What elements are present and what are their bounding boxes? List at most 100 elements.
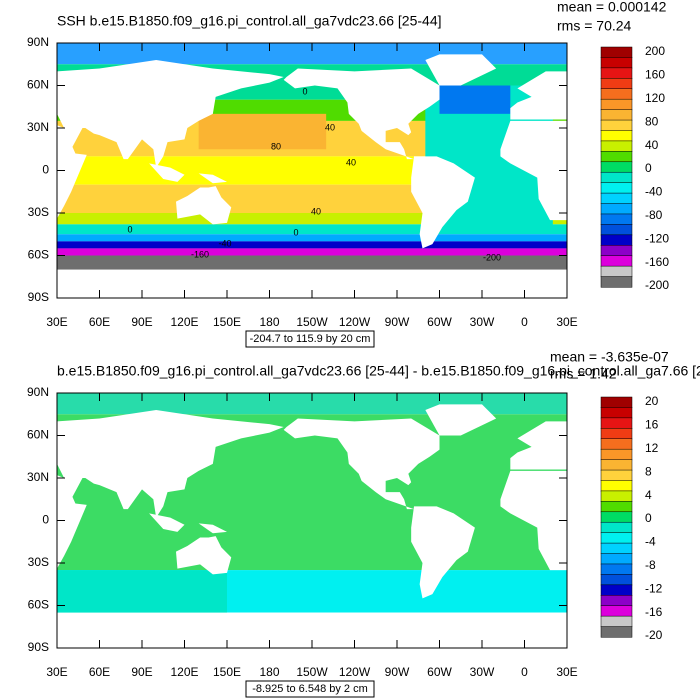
colorbar-box bbox=[600, 574, 633, 586]
mean-stat: mean = -3.635e-07 bbox=[550, 349, 669, 365]
lat-label: 90S bbox=[28, 290, 49, 304]
contour-label: 40 bbox=[325, 122, 335, 132]
lat-label: 90N bbox=[27, 385, 49, 399]
colorbar-label: -4 bbox=[645, 535, 656, 549]
colorbar-label: -40 bbox=[645, 185, 663, 199]
lat-label: 60S bbox=[28, 598, 49, 612]
lat-label: 0 bbox=[42, 163, 49, 177]
land bbox=[198, 173, 227, 184]
colorbar-box bbox=[600, 553, 633, 565]
land bbox=[283, 68, 440, 160]
colorbar-label: -200 bbox=[645, 278, 669, 292]
colorbar-box bbox=[600, 98, 633, 111]
lon-label: 150W bbox=[296, 665, 328, 679]
colorbar-box bbox=[600, 140, 633, 152]
colorbar-box bbox=[600, 459, 633, 471]
ocean-band bbox=[57, 234, 567, 242]
ocean-band bbox=[57, 213, 567, 225]
colorbar-label: 80 bbox=[645, 114, 659, 128]
colorbar-label: -8 bbox=[645, 558, 656, 572]
colorbar-box bbox=[600, 396, 633, 408]
ocean-band bbox=[57, 224, 567, 235]
lat-label: 60S bbox=[28, 248, 49, 262]
colorbar-label: 0 bbox=[645, 511, 652, 525]
land bbox=[198, 523, 227, 534]
colorbar-box bbox=[600, 78, 633, 90]
range-box bbox=[245, 330, 375, 348]
contour-label: 40 bbox=[311, 206, 321, 216]
land bbox=[176, 536, 232, 575]
lon-label: 30E bbox=[46, 315, 67, 329]
lon-label: 90W bbox=[385, 315, 410, 329]
land bbox=[411, 156, 475, 249]
colorbar-box bbox=[600, 605, 633, 617]
land bbox=[149, 513, 185, 532]
colorbar-box bbox=[600, 511, 633, 523]
lon-label: 60W bbox=[427, 315, 452, 329]
land bbox=[500, 120, 567, 221]
land bbox=[57, 125, 87, 219]
contour-label: 80 bbox=[271, 141, 281, 151]
colorbar-box bbox=[600, 182, 633, 194]
colorbar-box bbox=[600, 151, 633, 163]
lon-label: 120W bbox=[339, 665, 371, 679]
mean-stat: mean = 0.000142 bbox=[557, 0, 667, 15]
land bbox=[283, 418, 440, 510]
colorbar-box bbox=[600, 245, 633, 257]
colorbar-label: -12 bbox=[645, 581, 663, 595]
rms-stat: rms = 1.42 bbox=[550, 366, 617, 382]
colorbar-box bbox=[600, 224, 633, 236]
land bbox=[57, 475, 87, 569]
lat-label: 30N bbox=[27, 470, 49, 484]
lon-label: 150E bbox=[213, 315, 241, 329]
colorbar-box bbox=[600, 265, 633, 278]
ocean-patch bbox=[57, 570, 227, 613]
plot-title: SSH b.e15.B1850.f09_g16.pi_control.all_g… bbox=[57, 13, 442, 29]
contour-label: -160 bbox=[191, 249, 209, 259]
lon-label: 30E bbox=[556, 665, 577, 679]
ocean-band bbox=[57, 255, 567, 270]
lat-label: 60N bbox=[27, 78, 49, 92]
colorbar-label: -160 bbox=[645, 255, 669, 269]
contour-label: 0 bbox=[127, 224, 132, 234]
plot-title: b.e15.B1850.f09_g16.pi_control.all_ga7vd… bbox=[57, 363, 700, 379]
lon-label: 60E bbox=[89, 665, 110, 679]
colorbar-label: -80 bbox=[645, 208, 663, 222]
colorbar-label: 8 bbox=[645, 464, 652, 478]
colorbar-label: -20 bbox=[645, 628, 663, 642]
range-note: -204.7 to 115.9 by 20 cm bbox=[245, 330, 375, 348]
colorbar-box bbox=[600, 438, 633, 450]
lon-label: 90E bbox=[131, 665, 152, 679]
lat-label: 30S bbox=[28, 205, 49, 219]
colorbar-box bbox=[600, 213, 633, 225]
contour-label: 40 bbox=[346, 157, 356, 167]
colorbar-box bbox=[600, 192, 633, 205]
ocean-band bbox=[57, 241, 567, 249]
rms-stat: rms = 70.24 bbox=[557, 18, 632, 34]
map-panel bbox=[56, 392, 568, 649]
colorbar-label: -16 bbox=[645, 605, 663, 619]
lat-label: 90N bbox=[27, 35, 49, 49]
colorbar-box bbox=[600, 161, 633, 173]
lat-label: 60N bbox=[27, 428, 49, 442]
colorbar-box bbox=[600, 501, 633, 513]
range-text: -8.925 to 6.548 by 2 cm bbox=[252, 683, 368, 695]
lon-label: 120W bbox=[339, 315, 371, 329]
lon-label: 0 bbox=[521, 665, 528, 679]
colorbar-box bbox=[600, 521, 633, 534]
lon-label: 180 bbox=[259, 315, 279, 329]
lon-label: 150E bbox=[213, 665, 241, 679]
colorbar-box bbox=[600, 57, 633, 69]
colorbar-box bbox=[600, 67, 633, 79]
lat-label: 30S bbox=[28, 555, 49, 569]
colorbar-box bbox=[600, 490, 633, 502]
colorbar-box bbox=[600, 417, 633, 429]
ocean-patch bbox=[198, 113, 327, 150]
colorbar-label: 16 bbox=[645, 418, 659, 432]
colorbar-label: 200 bbox=[645, 44, 665, 58]
land bbox=[510, 421, 567, 470]
land bbox=[411, 506, 475, 599]
land bbox=[500, 470, 567, 571]
colorbar-box bbox=[600, 171, 633, 184]
